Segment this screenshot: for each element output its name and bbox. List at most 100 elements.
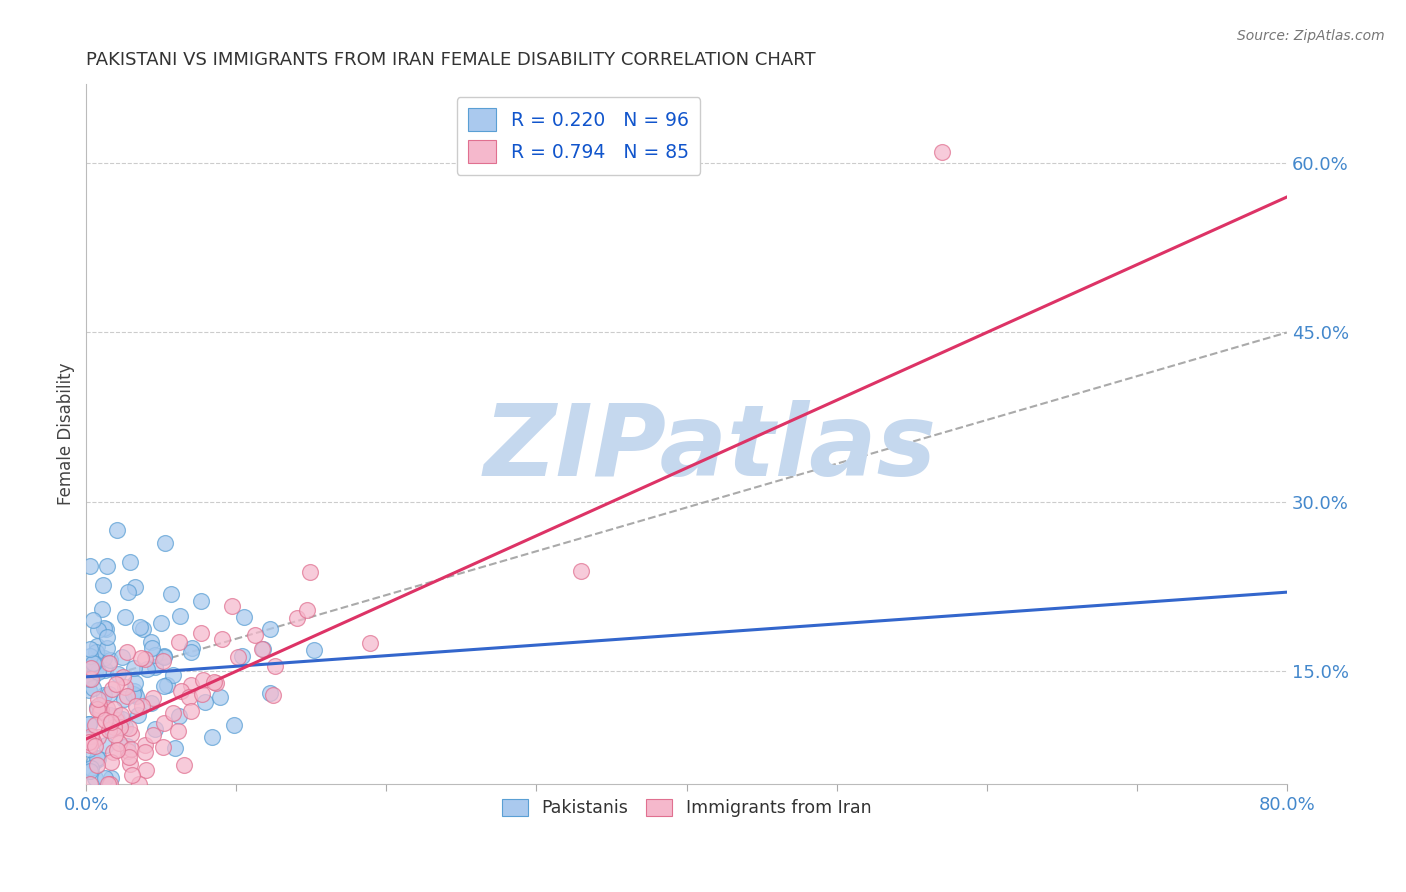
Point: [302, 643, 325, 657]
Point: [165, 741, 187, 756]
Point: [150, 616, 173, 631]
Point: [91, 577, 114, 591]
Point: [111, 670, 134, 684]
Point: [86, 757, 108, 772]
Point: [87, 649, 110, 664]
Text: PAKISTANI VS IMMIGRANTS FROM IRAN FEMALE DISABILITY CORRELATION CHART: PAKISTANI VS IMMIGRANTS FROM IRAN FEMALE…: [86, 51, 815, 69]
Point: [191, 687, 214, 701]
Point: [226, 649, 249, 664]
Point: [120, 756, 142, 771]
Point: [162, 668, 184, 682]
Point: [202, 675, 225, 690]
Point: [117, 739, 139, 754]
Point: [79, 735, 101, 749]
Point: [79, 742, 101, 756]
Point: [96, 700, 118, 714]
Point: [259, 623, 281, 637]
Point: [190, 593, 212, 607]
Point: [262, 689, 284, 703]
Point: [86, 751, 108, 765]
Point: [93, 651, 115, 665]
Point: [93, 688, 115, 702]
Point: [162, 706, 184, 720]
Point: [121, 768, 143, 782]
Point: [111, 649, 134, 664]
Point: [80, 671, 103, 685]
Point: [103, 720, 125, 734]
Point: [259, 686, 281, 700]
Point: [180, 677, 202, 691]
Point: [125, 690, 148, 704]
Legend: Pakistanis, Immigrants from Iran: Pakistanis, Immigrants from Iran: [495, 792, 879, 824]
Point: [82, 656, 104, 670]
Point: [122, 687, 145, 701]
Point: [98, 723, 121, 737]
Point: [89, 706, 111, 720]
Point: [79, 731, 101, 746]
Point: [298, 565, 321, 579]
Point: [97, 656, 120, 670]
Point: [103, 702, 125, 716]
Point: [94, 739, 117, 753]
Point: [118, 721, 141, 735]
Point: [129, 651, 152, 665]
Point: [98, 653, 121, 667]
Point: [86, 700, 108, 714]
Point: [114, 610, 136, 624]
Point: [252, 642, 274, 657]
Point: [79, 738, 101, 752]
Point: [96, 558, 118, 573]
Point: [211, 632, 233, 647]
Point: [79, 764, 101, 778]
Point: [79, 717, 101, 731]
Point: [152, 654, 174, 668]
Point: [231, 648, 253, 663]
Point: [209, 690, 232, 704]
Point: [167, 724, 190, 739]
Point: [359, 636, 381, 650]
Point: [117, 584, 139, 599]
Point: [222, 717, 245, 731]
Point: [135, 764, 157, 778]
Point: [120, 742, 142, 756]
Point: [86, 701, 108, 715]
Point: [100, 772, 122, 786]
Point: [139, 696, 162, 710]
Point: [79, 777, 101, 791]
Point: [124, 580, 146, 594]
Point: [100, 714, 122, 729]
Point: [98, 777, 121, 791]
Point: [142, 728, 165, 742]
Point: [108, 715, 131, 730]
Point: [83, 755, 105, 769]
Point: [114, 680, 136, 694]
Point: [93, 621, 115, 635]
Point: [79, 641, 101, 656]
Point: [96, 640, 118, 655]
Point: [115, 645, 138, 659]
Point: [97, 777, 120, 791]
Point: [82, 733, 104, 747]
Point: [167, 635, 190, 649]
Point: [105, 743, 128, 757]
Point: [152, 649, 174, 664]
Point: [84, 772, 107, 786]
Point: [111, 712, 134, 726]
Point: [94, 663, 117, 677]
Point: [152, 740, 174, 755]
Point: [221, 599, 243, 614]
Point: [181, 641, 204, 656]
Point: [142, 690, 165, 705]
Point: [79, 682, 101, 697]
Point: [80, 672, 103, 686]
Point: [112, 691, 135, 706]
Point: [132, 622, 155, 636]
Point: [87, 665, 110, 679]
Point: [121, 726, 143, 740]
Point: [114, 721, 136, 735]
Point: [134, 746, 156, 760]
Point: [124, 675, 146, 690]
Point: [117, 743, 139, 757]
Point: [569, 564, 592, 578]
Point: [201, 730, 224, 744]
